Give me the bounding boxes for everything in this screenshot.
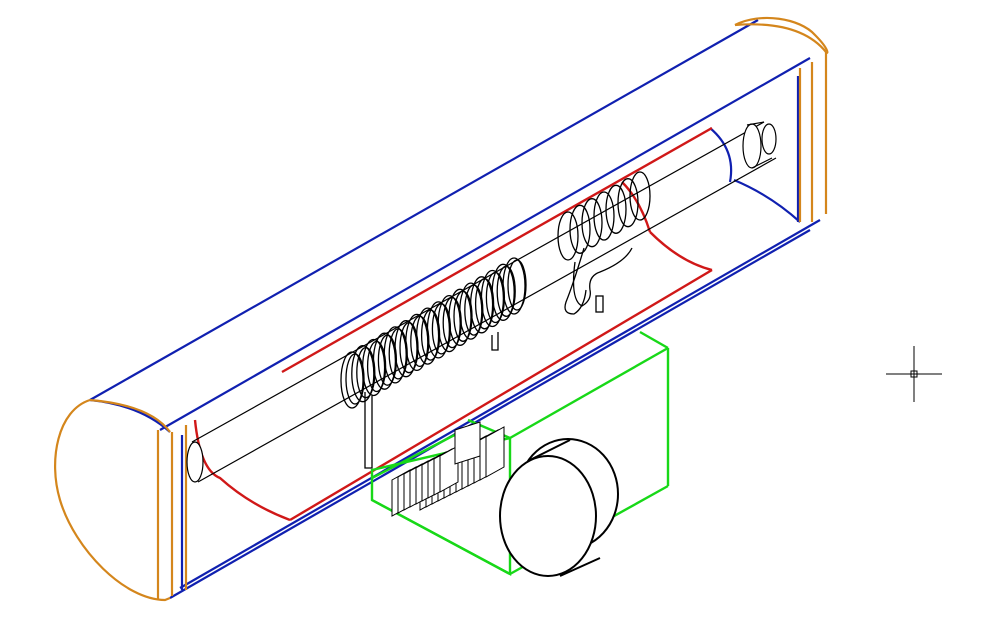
knob-side-bottom — [559, 557, 601, 577]
small-coil-lead — [572, 247, 633, 307]
shaft-collar-top — [746, 121, 765, 126]
shaft-right-end — [761, 123, 777, 155]
coil-turn — [351, 345, 375, 403]
shaft-collar-bottom — [751, 157, 773, 169]
coil-turn-inner — [345, 353, 365, 405]
base-box-upper-edge — [509, 346, 669, 440]
housing-right-lower-arc — [733, 178, 801, 223]
large-coil-lead — [364, 392, 373, 469]
coil-turn-inner — [410, 315, 430, 368]
connector-plug — [595, 295, 604, 313]
capacitor-plate-rear — [439, 445, 459, 493]
coil-turn — [383, 326, 407, 384]
housing-bottom-edge-outer — [169, 229, 811, 599]
large-coil — [340, 257, 527, 409]
coil-turn — [480, 269, 505, 328]
coil-turn — [394, 320, 418, 378]
coil-leads — [364, 247, 633, 469]
coil-turn — [491, 263, 515, 321]
left-end-cap-outline — [54, 398, 171, 602]
coil-turn-inner — [377, 334, 398, 386]
coil-turn-inner — [431, 303, 452, 355]
coil-turn-inner — [356, 347, 376, 399]
coil-turn — [340, 351, 364, 409]
small-coil — [557, 171, 651, 261]
small-coil-turn — [617, 178, 639, 228]
frame-left-arc — [193, 419, 291, 522]
base-box-top-edge — [639, 330, 669, 350]
coil-turn-inner — [399, 322, 419, 374]
right-end-cap-rim — [734, 23, 827, 53]
coil-turn — [405, 313, 429, 372]
frame-right-arc — [649, 231, 713, 272]
housing-top-edge-outer — [89, 19, 759, 401]
left-end-cap-rim — [89, 398, 171, 433]
coil-turn-inner — [388, 328, 408, 380]
coil-turn — [437, 294, 461, 353]
small-coil-wire — [564, 247, 587, 315]
shaft-top-edge — [191, 121, 765, 443]
plate-bracket — [454, 421, 481, 465]
plate-stack — [391, 421, 505, 517]
coil-turn — [448, 288, 472, 346]
coil-turn-inner — [366, 340, 387, 393]
right-end-cap-outline — [734, 16, 829, 54]
knob-face — [499, 455, 597, 577]
small-coil-turn — [581, 198, 603, 248]
coil-turn — [459, 282, 483, 340]
large-coil-right-lead — [491, 332, 499, 351]
capacitor-plate — [485, 426, 505, 478]
coil-turn-inner — [507, 259, 527, 311]
housing-left-front-arc — [89, 398, 171, 433]
housing-bottom-edge-inner — [179, 219, 821, 589]
small-coil-turn — [593, 191, 615, 241]
coil-turn — [372, 332, 397, 390]
coil-turn — [502, 257, 526, 315]
base-box-left-side — [371, 426, 469, 480]
housing-top-edge-inner — [159, 57, 811, 431]
knob — [499, 438, 619, 577]
housing-right-inner-arc — [709, 127, 733, 183]
end-caps — [54, 16, 829, 602]
small-coil-turn — [629, 171, 651, 221]
inner-frame — [193, 126, 713, 522]
housing — [89, 19, 821, 599]
small-coil-turn — [557, 211, 579, 261]
coil-turn — [426, 301, 451, 359]
shaft-right-collar — [742, 123, 762, 169]
frame-bottom-rail — [289, 268, 713, 522]
small-coil-turn — [605, 184, 627, 234]
frame-top-rail — [281, 126, 713, 374]
crosshair-cursor-icon — [886, 346, 942, 402]
coil-turn — [361, 338, 386, 397]
shaft — [186, 121, 777, 483]
coil-turn — [469, 276, 494, 334]
small-coil-turn — [569, 204, 591, 254]
shaft-left-end — [186, 441, 204, 483]
coil-turn-inner — [420, 309, 441, 361]
coil-turn — [415, 307, 440, 365]
shaft-bottom-edge — [197, 157, 777, 483]
